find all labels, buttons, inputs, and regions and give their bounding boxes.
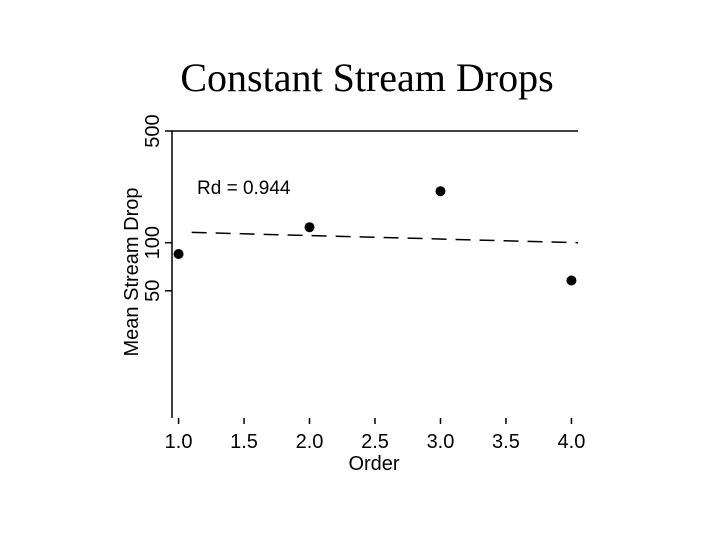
x-tick-label: 1.0	[165, 431, 193, 453]
x-tick-label: 1.5	[230, 431, 258, 453]
x-tick-label: 2.5	[361, 431, 389, 453]
chart-title: Constant Stream Drops	[180, 55, 553, 100]
x-tick-label: 3.5	[492, 431, 520, 453]
trend-line	[191, 231, 579, 244]
trend-line-group	[191, 231, 579, 244]
x-tick-label: 4.0	[558, 431, 586, 453]
y-tick-label: 100	[142, 226, 164, 259]
x-axis-ticks: 1.0 1.5 2.0 2.5 3.0 3.5 4.0	[165, 418, 586, 453]
x-axis-label: Order	[348, 453, 399, 475]
data-point	[304, 222, 315, 233]
y-tick-label: 50	[142, 280, 164, 302]
y-tick-label: 500	[142, 114, 164, 147]
y-axis-label: Mean Stream Drop	[121, 188, 143, 357]
data-points	[173, 186, 577, 286]
data-point	[173, 248, 184, 259]
data-point	[566, 275, 577, 286]
x-tick-label: 3.0	[427, 431, 455, 453]
y-axis-ticks: 50 100 500	[142, 114, 172, 302]
x-tick-label: 2.0	[296, 431, 324, 453]
data-point	[435, 186, 446, 197]
rd-annotation: Rd = 0.944	[197, 178, 291, 199]
